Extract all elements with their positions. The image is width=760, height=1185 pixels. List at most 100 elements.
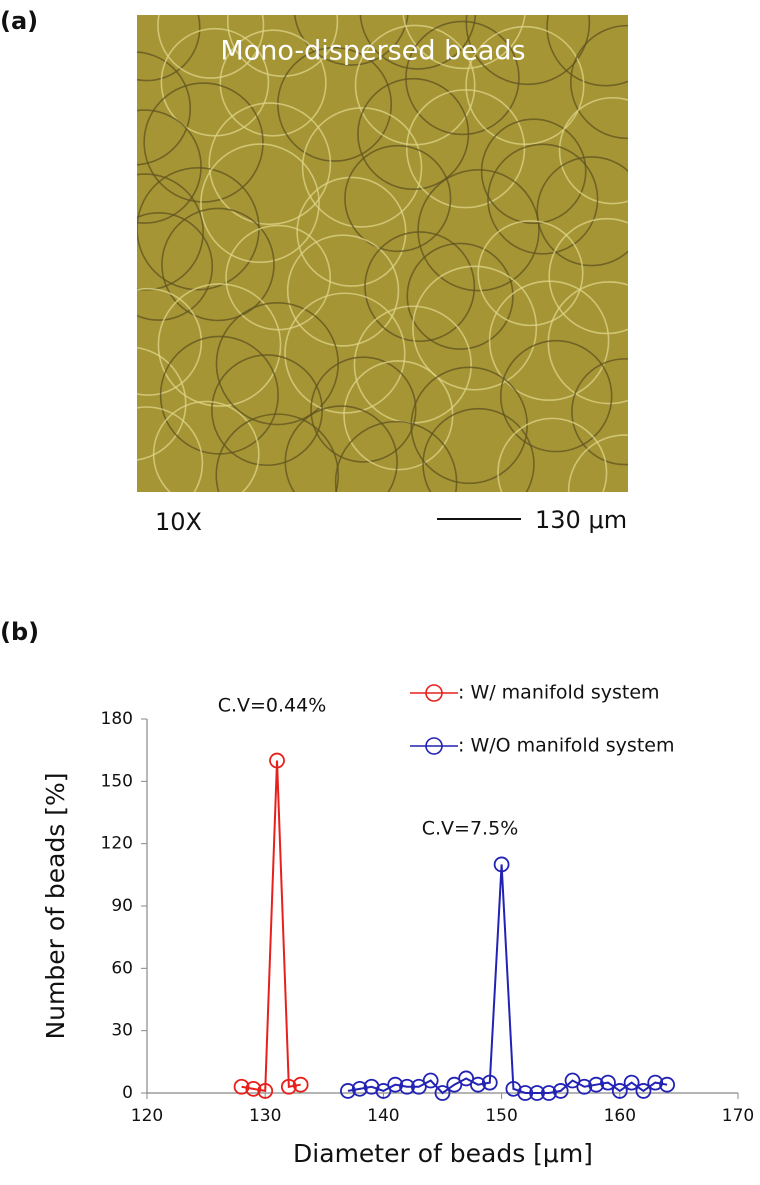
bead [477, 220, 584, 327]
data-point [340, 1083, 356, 1099]
bead [497, 417, 608, 492]
bead [284, 292, 406, 414]
legend-label: : W/O manifold system [458, 735, 674, 757]
data-point [387, 1076, 404, 1093]
legend-marker [425, 684, 443, 702]
data-point [233, 1078, 250, 1095]
bead [137, 212, 214, 321]
bead [547, 281, 628, 405]
data-point [493, 856, 510, 873]
bead [412, 265, 538, 391]
legend-label: : W/ manifold system [458, 682, 660, 704]
panel-label: (a) [0, 7, 38, 35]
bead [402, 15, 526, 70]
data-point [576, 1078, 593, 1095]
bead [143, 82, 264, 203]
bead [208, 102, 332, 226]
bead [357, 77, 470, 191]
bead [410, 366, 529, 485]
bead [567, 434, 628, 492]
data-point [269, 752, 285, 769]
bead [137, 15, 201, 82]
bead [488, 280, 610, 401]
data-point [588, 1076, 605, 1093]
bead [310, 356, 417, 463]
bead [293, 15, 409, 66]
data-point [529, 1085, 545, 1101]
data-point [422, 1072, 439, 1089]
bead [152, 400, 260, 492]
bead [422, 407, 535, 492]
annotation: C.V=0.44% [218, 695, 327, 717]
data-point [292, 1076, 309, 1093]
bead [405, 89, 526, 209]
data-point [399, 1078, 415, 1095]
bead [211, 354, 323, 467]
series-line [347, 864, 668, 1095]
bead [570, 24, 628, 140]
data-point [470, 1076, 486, 1093]
bead [284, 405, 398, 492]
bead [160, 27, 270, 137]
annotation: C.V=7.5% [422, 818, 519, 840]
bead [359, 15, 477, 70]
bead [157, 15, 265, 79]
panel-label: (b) [0, 618, 39, 646]
data-point [540, 1085, 557, 1101]
data-point [245, 1080, 262, 1097]
x-tick-label: 140 [367, 1106, 399, 1126]
bead [406, 242, 514, 350]
bead [546, 15, 628, 87]
bead [137, 346, 187, 461]
y-tick-label: 30 [111, 1021, 133, 1041]
y-tick-label: 150 [101, 771, 133, 791]
y-tick-label: 0 [122, 1083, 133, 1103]
bead [499, 339, 613, 453]
bead [161, 207, 275, 322]
image-caption: Mono-dispersed beads [220, 36, 525, 67]
bead [301, 107, 423, 228]
bead [296, 176, 407, 287]
bead [157, 283, 282, 407]
bead [405, 20, 520, 136]
y-tick-label: 180 [101, 709, 133, 729]
bead [344, 144, 452, 253]
bead [417, 168, 540, 292]
series-line [241, 760, 301, 1093]
y-axis-label: Number of beads [%] [41, 772, 70, 1039]
x-tick-label: 170 [722, 1106, 754, 1126]
data-point [611, 1083, 628, 1099]
legend-marker [425, 737, 443, 755]
x-tick-label: 160 [604, 1106, 636, 1126]
bead [334, 420, 458, 492]
bead [465, 15, 591, 86]
bead [571, 358, 628, 466]
bead [286, 234, 400, 347]
magnification: 10X [155, 508, 202, 536]
y-tick-label: 60 [111, 958, 133, 978]
bead [353, 305, 472, 424]
bead [137, 406, 204, 492]
data-point [517, 1085, 534, 1101]
bead [137, 109, 202, 224]
bead [200, 143, 320, 264]
x-tick-label: 150 [485, 1106, 517, 1126]
y-tick-label: 120 [101, 834, 133, 854]
bead [480, 118, 587, 225]
bead [215, 413, 340, 492]
bead [364, 231, 476, 343]
bead [226, 15, 339, 78]
data-point [659, 1076, 675, 1093]
x-tick-label: 130 [249, 1106, 281, 1126]
data-point [647, 1074, 664, 1091]
bead [487, 143, 599, 255]
bead-pattern [137, 15, 628, 492]
x-axis-label: Diameter of beads [μm] [293, 1139, 593, 1168]
bead [558, 96, 628, 205]
bead [137, 287, 203, 396]
y-tick-label: 90 [111, 896, 133, 916]
scale-bar-label: 130 μm [535, 506, 627, 534]
data-point [635, 1083, 652, 1099]
bead [137, 173, 204, 291]
